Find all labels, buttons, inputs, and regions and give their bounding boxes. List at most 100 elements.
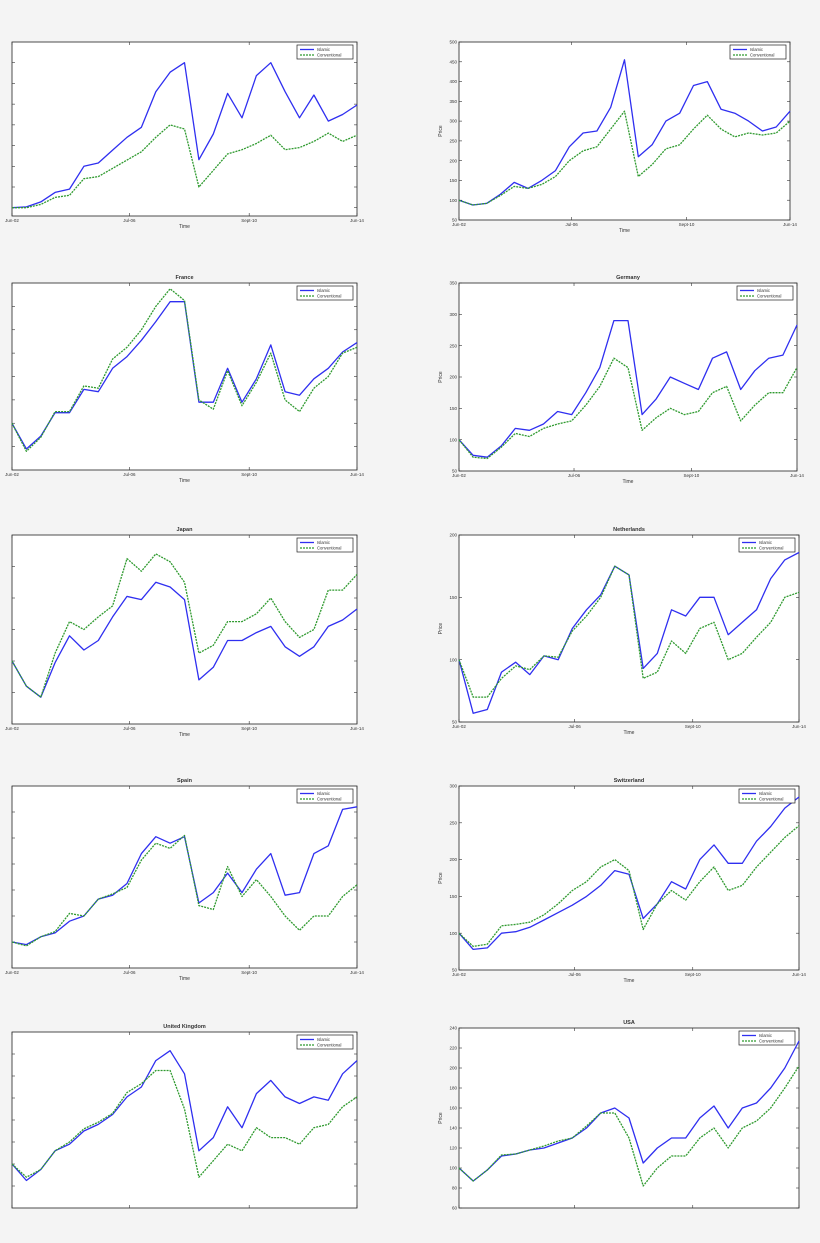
legend-label: Islamic — [757, 288, 770, 293]
x-tick-label: Sept-10 — [241, 472, 257, 477]
legend-label: Conventional — [750, 53, 775, 58]
x-tick-label: Jun-02 — [5, 218, 19, 223]
x-tick-label: Jul-06 — [569, 724, 582, 729]
y-tick-label: 200 — [449, 158, 457, 163]
y-tick-label: 160 — [449, 1106, 457, 1111]
x-tick-label: Jul-06 — [569, 972, 582, 977]
x-tick-label: Jun-02 — [5, 726, 19, 731]
x-tick-label: Jul-06 — [123, 218, 136, 223]
plot-area — [459, 786, 799, 970]
legend-label: Conventional — [759, 1039, 784, 1044]
chart-title: Spain — [177, 778, 193, 784]
x-tick-label: Jun-14 — [792, 972, 806, 977]
y-tick-label: 120 — [449, 1146, 457, 1151]
chart-title: USA — [623, 1020, 635, 1026]
y-tick-label: 400 — [449, 79, 457, 84]
y-tick-label: 300 — [449, 312, 457, 317]
x-tick-label: Jun-02 — [452, 972, 466, 977]
legend-label: Conventional — [759, 546, 784, 551]
chart-panel: Jun-02 Jul-06 Sept-10 Jun-14 Time IslamicConv… — [5, 42, 364, 230]
x-tick-label: Sept-10 — [679, 222, 695, 227]
y-tick-label: 350 — [449, 99, 457, 104]
chart-title: Germany — [616, 275, 641, 281]
legend-label: Conventional — [317, 1043, 342, 1048]
legend-label: Conventional — [757, 294, 782, 299]
x-tick-label: Jun-14 — [783, 222, 797, 227]
y-axis-label: Price — [438, 125, 444, 137]
legend-label: Islamic — [317, 288, 330, 293]
y-tick-label: 100 — [449, 437, 457, 442]
y-tick-label: 300 — [449, 119, 457, 124]
y-tick-label: 60 — [452, 1206, 458, 1211]
y-tick-label: 250 — [449, 343, 457, 348]
y-tick-label: 100 — [449, 657, 457, 662]
x-axis-label: Time — [179, 732, 190, 738]
y-tick-label: 180 — [449, 1086, 457, 1091]
x-tick-label: Sept-10 — [241, 218, 257, 223]
y-tick-label: 100 — [449, 931, 457, 936]
x-tick-label: Jun-02 — [5, 970, 19, 975]
x-axis-label: Time — [619, 228, 630, 234]
x-tick-label: Jun-14 — [792, 724, 806, 729]
x-tick-label: Jun-14 — [790, 473, 804, 478]
legend-label: Conventional — [317, 294, 342, 299]
legend-label: Islamic — [759, 791, 772, 796]
legend-label: Conventional — [317, 797, 342, 802]
chart-title: Netherlands — [613, 527, 645, 533]
y-tick-label: 150 — [449, 894, 457, 899]
y-tick-label: 200 — [449, 857, 457, 862]
x-tick-label: Jul-06 — [123, 970, 136, 975]
x-tick-label: Sept-10 — [683, 473, 699, 478]
y-axis-label: Price — [438, 872, 444, 884]
chart-title: Switzerland — [614, 778, 645, 784]
x-tick-label: Jun-14 — [350, 726, 364, 731]
legend-label: Islamic — [759, 540, 772, 545]
y-tick-label: 200 — [449, 375, 457, 380]
x-axis-label: Time — [179, 478, 190, 484]
legend-label: Islamic — [317, 1037, 330, 1042]
x-axis-label: Time — [179, 224, 190, 230]
y-tick-label: 500 — [449, 40, 457, 45]
legend-label: Islamic — [317, 791, 330, 796]
y-tick-label: 150 — [449, 595, 457, 600]
x-tick-label: Jul-06 — [568, 473, 581, 478]
x-tick-label: Jun-02 — [452, 724, 466, 729]
x-tick-label: Jul-06 — [565, 222, 578, 227]
x-axis-label: Time — [623, 479, 634, 485]
y-axis-label: Price — [438, 1112, 444, 1124]
y-tick-label: 80 — [452, 1186, 458, 1191]
x-tick-label: Jun-14 — [350, 970, 364, 975]
x-tick-label: Jun-02 — [452, 222, 466, 227]
plot-area — [12, 283, 357, 470]
x-tick-label: Jun-14 — [350, 218, 364, 223]
y-tick-label: 350 — [449, 281, 457, 286]
plot-area — [12, 535, 357, 724]
x-tick-label: Sept-10 — [241, 726, 257, 731]
x-axis-label: Time — [624, 978, 635, 984]
x-axis-label: Time — [179, 976, 190, 982]
x-tick-label: Sept-10 — [241, 970, 257, 975]
legend-label: Islamic — [317, 47, 330, 52]
legend-label: Islamic — [750, 47, 763, 52]
x-tick-label: Jul-06 — [123, 472, 136, 477]
x-tick-label: Sept-10 — [685, 724, 701, 729]
plot-area — [459, 535, 799, 722]
y-axis-label: Price — [438, 371, 444, 383]
plot-area — [459, 42, 790, 220]
legend-label: Islamic — [759, 1033, 772, 1038]
